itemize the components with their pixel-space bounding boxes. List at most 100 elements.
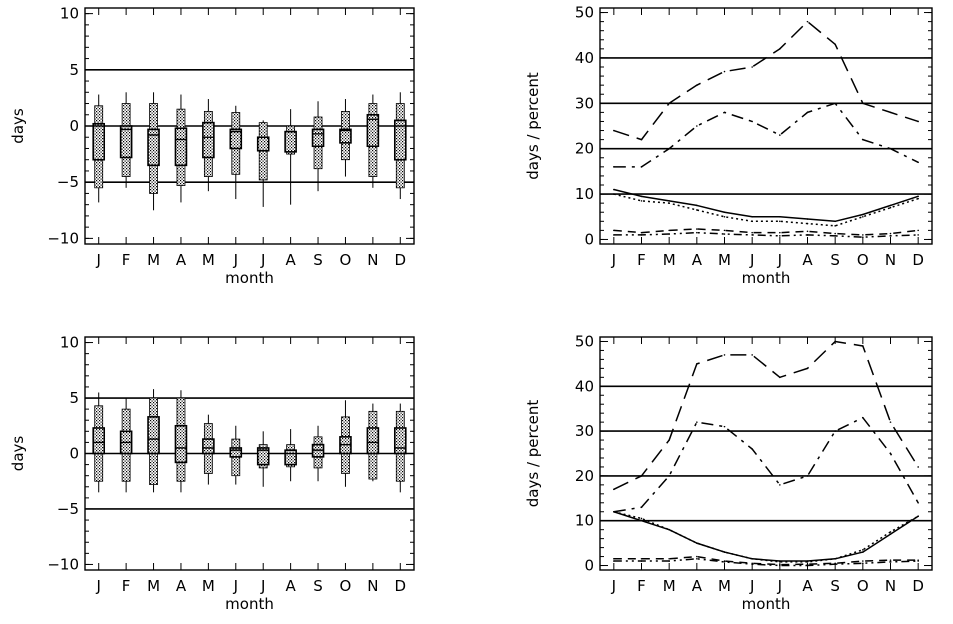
x-tick-label: D <box>395 577 407 595</box>
y-tick-label: 0 <box>69 445 79 463</box>
data-point <box>696 557 698 560</box>
data-point <box>917 120 919 123</box>
y-tick-label: 5 <box>69 389 79 407</box>
data-point <box>613 488 615 491</box>
box-D <box>393 92 407 200</box>
data-point <box>834 430 836 432</box>
data-point <box>751 448 753 450</box>
x-axis-label: month <box>225 269 274 287</box>
x-tick-label: A <box>176 577 187 595</box>
box-A <box>174 390 188 493</box>
data-point <box>613 193 615 195</box>
data-point <box>696 228 698 230</box>
y-axis-label: days <box>9 108 27 144</box>
y-tick-label: 10 <box>575 512 594 530</box>
y-tick-label: 20 <box>575 467 594 485</box>
x-tick-label: O <box>857 577 869 595</box>
inner-box <box>174 424 188 464</box>
data-point <box>613 229 615 232</box>
box-S <box>311 425 325 482</box>
y-tick-label: 0 <box>584 230 594 248</box>
data-point <box>889 533 892 535</box>
data-point <box>862 416 864 419</box>
x-tick-label: O <box>340 577 352 595</box>
x-tick-label: N <box>885 251 896 269</box>
x-axis-label: month <box>225 595 274 613</box>
data-point <box>640 519 643 522</box>
data-point <box>640 231 643 234</box>
box-J <box>229 425 243 485</box>
y-tick-label: 50 <box>575 4 594 22</box>
data-point <box>640 195 643 198</box>
x-tick-label: J <box>749 577 754 595</box>
data-point <box>696 421 698 423</box>
x-tick-label: D <box>912 251 924 269</box>
data-point <box>889 561 892 563</box>
data-point <box>917 560 919 562</box>
x-tick-label: N <box>367 577 378 595</box>
x-tick-label: F <box>637 251 646 269</box>
x-tick-label: A <box>802 251 813 269</box>
plot-frame <box>84 7 415 245</box>
data-point <box>696 542 698 544</box>
data-point <box>779 134 781 136</box>
data-point <box>834 340 836 343</box>
data-point <box>640 506 643 509</box>
inner-box <box>393 427 407 455</box>
x-tick-label: O <box>857 251 869 269</box>
data-point <box>779 235 781 237</box>
inner-box <box>256 447 270 466</box>
y-axis-label: days <box>9 436 27 472</box>
data-point <box>696 209 698 211</box>
x-tick-label: S <box>830 251 840 269</box>
data-point <box>834 220 836 223</box>
data-point <box>779 376 781 379</box>
data-point <box>668 439 670 441</box>
box-J <box>256 120 270 207</box>
x-tick-label: O <box>340 251 352 269</box>
y-tick-label: 40 <box>575 377 594 395</box>
data-point <box>889 421 892 423</box>
x-tick-label: F <box>122 577 131 595</box>
y-tick-label: −10 <box>47 229 79 247</box>
x-tick-label: D <box>912 577 924 595</box>
data-point <box>834 563 836 565</box>
inner-box <box>393 119 407 161</box>
series-line-dotted <box>613 193 919 227</box>
plot-frame <box>84 336 415 571</box>
data-point <box>640 517 643 520</box>
x-tick-label: F <box>637 577 646 595</box>
box-O <box>339 99 352 177</box>
inner-box <box>147 128 160 167</box>
data-point <box>889 204 892 207</box>
y-tick-label: 20 <box>575 140 594 158</box>
data-point <box>889 452 892 455</box>
inner-box <box>339 128 352 144</box>
data-point <box>613 188 615 191</box>
data-point <box>723 425 726 428</box>
data-point <box>668 102 670 105</box>
y-tick-label: 5 <box>69 61 79 79</box>
x-tick-label: N <box>885 577 896 595</box>
data-point <box>806 234 809 236</box>
box-M <box>202 99 215 192</box>
box-J <box>92 392 106 493</box>
inner-box <box>311 128 325 148</box>
data-point <box>917 161 919 164</box>
x-axis-label: month <box>742 269 791 287</box>
data-point <box>668 202 670 204</box>
data-point <box>806 111 809 114</box>
data-point <box>668 233 670 235</box>
inner-box <box>202 438 215 455</box>
data-point <box>779 484 781 486</box>
inner-box <box>256 136 270 152</box>
y-axis-label: days / percent <box>524 72 542 180</box>
x-tick-label: A <box>692 577 703 595</box>
plot-frame <box>599 7 933 245</box>
data-point <box>613 557 615 560</box>
box-S <box>311 101 325 192</box>
data-point <box>751 120 753 123</box>
data-point <box>723 233 726 235</box>
x-tick-label: S <box>313 577 323 595</box>
